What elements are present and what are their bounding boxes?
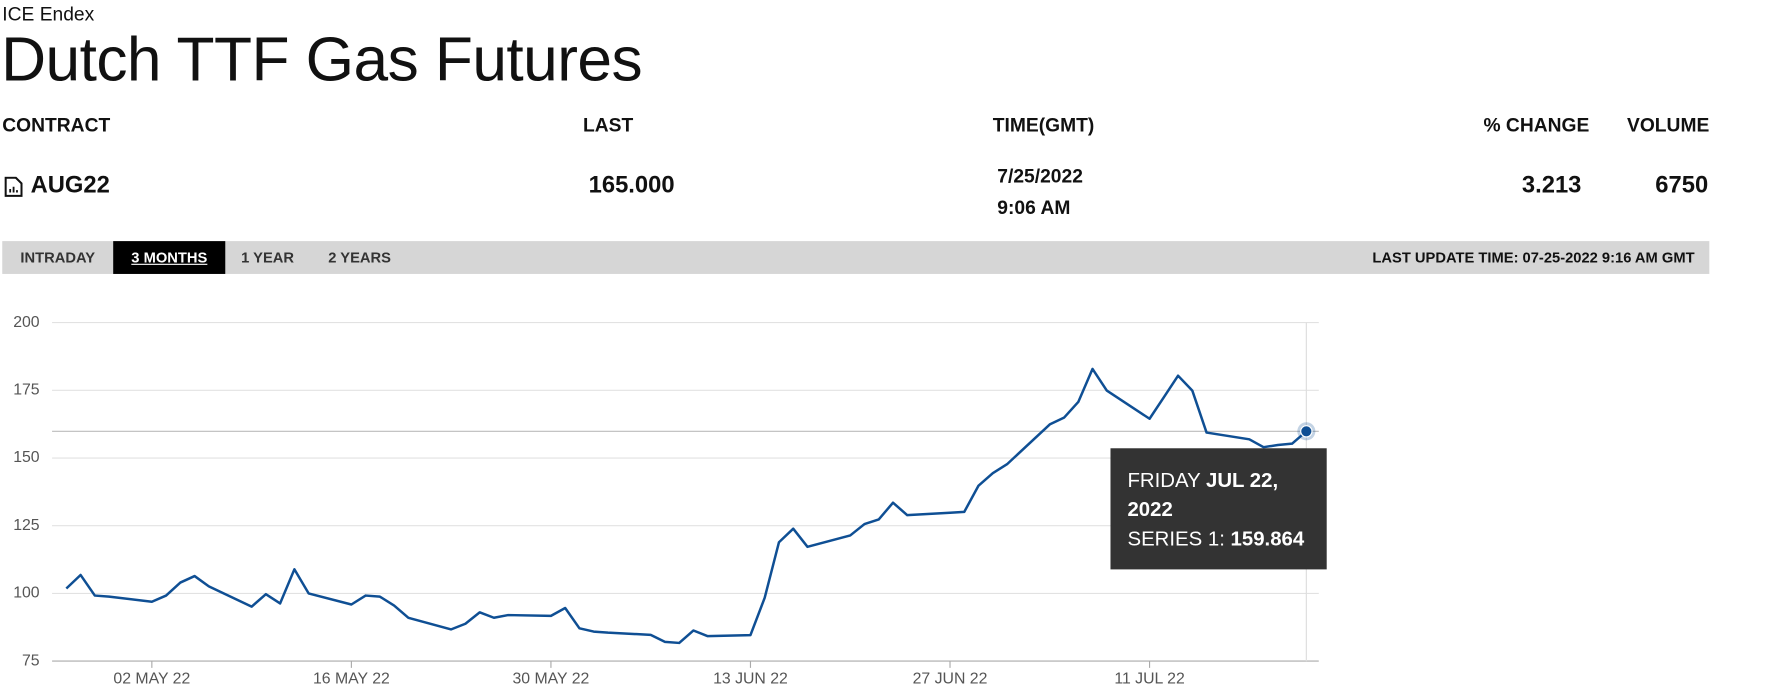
tooltip-date: JUL 22, 2022 bbox=[1127, 468, 1279, 521]
x-tick-label: 02 MAY 22 bbox=[113, 670, 190, 687]
trade-time: 9:06 AM bbox=[997, 196, 1071, 219]
x-tick-label: 27 JUN 22 bbox=[913, 670, 988, 687]
last-price: 165.000 bbox=[588, 172, 675, 199]
chart: 75 100 125 150 175 200 02 MAY 22 16 MAY 22 30 MA… bbox=[13, 314, 1319, 687]
tab[interactable]: 1 YEAR bbox=[241, 249, 295, 267]
hover-point bbox=[1300, 425, 1313, 438]
range-tabs: INTRADAY 3 MONTHS 1 YEAR 2 YEARS LAST UP… bbox=[2, 241, 1710, 274]
y-tick-label: 75 bbox=[22, 652, 40, 669]
column-header: % CHANGE bbox=[1483, 114, 1590, 136]
y-tick-label: 125 bbox=[13, 517, 40, 534]
y-tick-label: 100 bbox=[13, 585, 40, 602]
source: ICE Endex bbox=[2, 3, 95, 25]
contract-icon bbox=[4, 176, 23, 197]
tab[interactable]: 2 YEARS bbox=[328, 249, 391, 267]
x-tick-label: 16 MAY 22 bbox=[313, 670, 390, 687]
tooltip: FRIDAY JUL 22, 2022 SERIES 1: 159.864 bbox=[1110, 448, 1327, 570]
column-header: VOLUME bbox=[1626, 114, 1710, 136]
percent-change: 3.213 bbox=[1521, 172, 1582, 199]
title: Dutch TTF Gas Futures bbox=[1, 23, 643, 94]
tooltip-series: SERIES 1: bbox=[1127, 527, 1225, 551]
tooltip-value: 159.864 bbox=[1230, 527, 1305, 551]
column-header: TIME(GMT) bbox=[992, 114, 1095, 136]
y-tick-label: 175 bbox=[13, 382, 40, 399]
tooltip-day: FRIDAY bbox=[1127, 468, 1201, 492]
x-tick-label: 30 MAY 22 bbox=[512, 670, 589, 687]
column-header: LAST bbox=[582, 114, 634, 136]
trade-date: 7/25/2022 bbox=[997, 165, 1083, 187]
x-tick-label: 11 JUL 22 bbox=[1114, 670, 1184, 687]
contract: AUG22 bbox=[30, 172, 110, 199]
y-tick-label: 150 bbox=[13, 449, 40, 466]
y-tick-label: 200 bbox=[13, 314, 40, 331]
column-header: CONTRACT bbox=[2, 114, 111, 136]
volume: 6750 bbox=[1655, 172, 1709, 199]
x-tick-label: 13 JUN 22 bbox=[713, 670, 788, 687]
tab[interactable]: INTRADAY bbox=[20, 249, 96, 267]
tab[interactable]: 3 MONTHS bbox=[113, 241, 226, 274]
last-update: LAST UPDATE TIME: 07-25-2022 9:16 AM GMT bbox=[1372, 249, 1695, 267]
price-line bbox=[65, 367, 1308, 645]
